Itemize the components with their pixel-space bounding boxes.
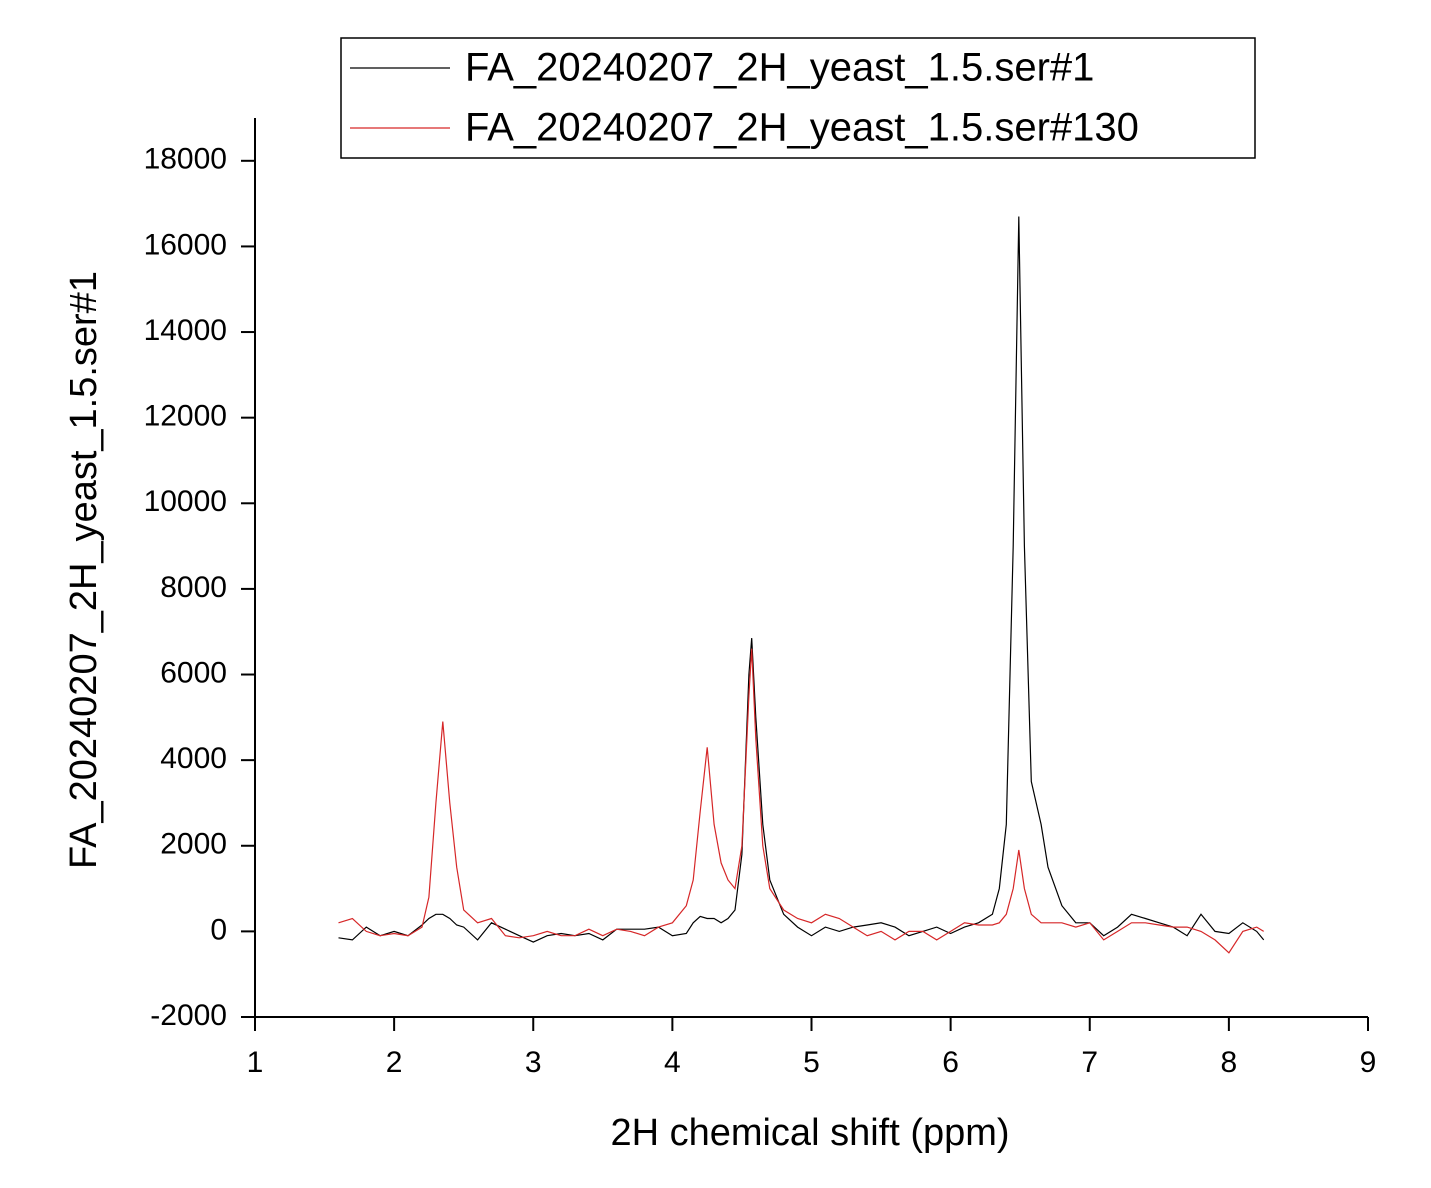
y-tick-label: 14000 — [144, 314, 227, 347]
series-line — [338, 648, 1265, 954]
x-axis-label: 2H chemical shift (ppm) — [610, 1112, 1009, 1154]
y-tick-label: 16000 — [144, 228, 227, 261]
y-tick-label: -2000 — [150, 999, 227, 1032]
y-tick-label: 18000 — [144, 143, 227, 176]
y-tick-label: 8000 — [160, 571, 227, 604]
y-tick-label: 10000 — [144, 485, 227, 518]
x-tick-label: 5 — [803, 1046, 820, 1079]
legend-label: FA_20240207_2H_yeast_1.5.ser#1 — [465, 46, 1094, 90]
x-tick-label: 9 — [1360, 1046, 1377, 1079]
x-tick-label: 8 — [1221, 1046, 1238, 1079]
y-tick-label: 0 — [210, 913, 227, 946]
y-tick-label: 12000 — [144, 400, 227, 433]
legend-box — [340, 37, 1256, 159]
x-tick-label: 1 — [247, 1046, 264, 1079]
y-tick-label: 4000 — [160, 742, 227, 775]
x-tick-label: 7 — [1081, 1046, 1098, 1079]
series-line — [338, 216, 1265, 943]
x-tick-label: 6 — [942, 1046, 959, 1079]
y-tick-label: 2000 — [160, 828, 227, 861]
legend-label: FA_20240207_2H_yeast_1.5.ser#130 — [465, 106, 1139, 150]
y-axis-label: FA_20240207_2H_yeast_1.5.ser#1 — [63, 271, 105, 869]
x-tick-label: 3 — [525, 1046, 542, 1079]
x-tick-label: 4 — [664, 1046, 681, 1079]
y-tick-label: 6000 — [160, 656, 227, 689]
x-tick-label: 2 — [386, 1046, 403, 1079]
